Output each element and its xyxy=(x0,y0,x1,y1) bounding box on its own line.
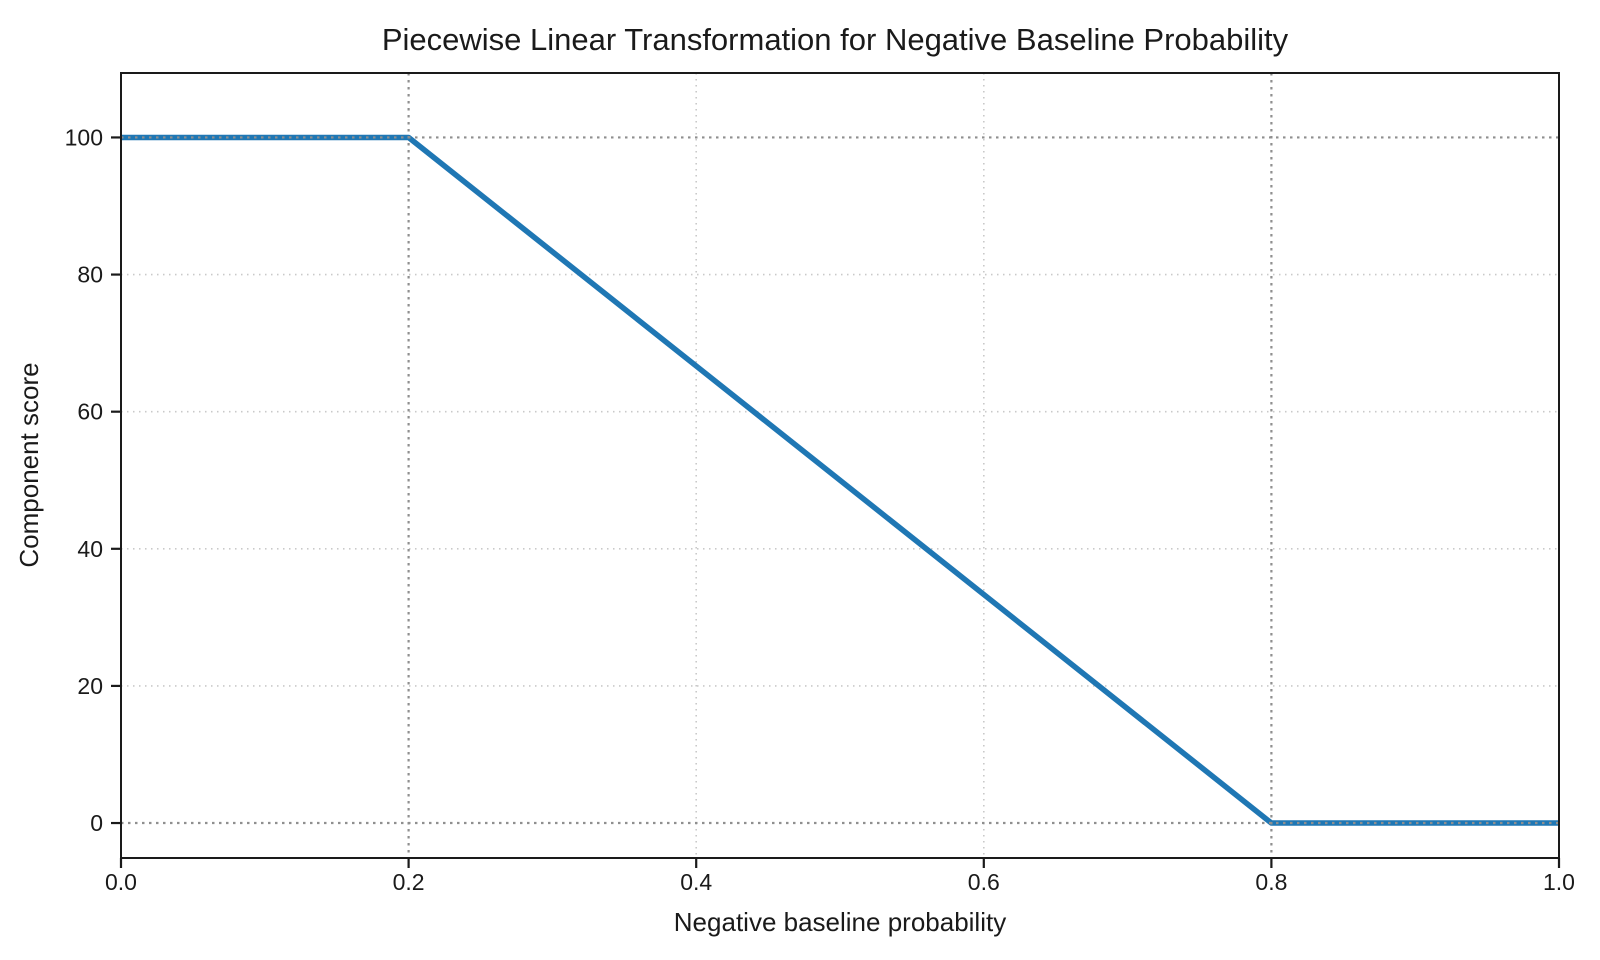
axis-text-layer: Piecewise Linear Transformation for Nega… xyxy=(14,22,1289,937)
chart-title: Piecewise Linear Transformation for Nega… xyxy=(382,22,1289,57)
data-line xyxy=(121,134,1559,826)
x-axis-label: Negative baseline probability xyxy=(674,907,1006,937)
x-tick-label: 0.0 xyxy=(105,869,137,895)
y-tick-label: 60 xyxy=(77,399,103,425)
y-axis-label: Component score xyxy=(14,362,44,567)
x-tick-label: 0.8 xyxy=(1255,869,1287,895)
ticks-layer: 0.0 0.2 0.4 0.6 0.8 1.0 0 20 40 60 80 100 xyxy=(65,124,1575,895)
y-tick-label: 20 xyxy=(77,673,103,699)
x-tick-label: 0.2 xyxy=(393,869,425,895)
plot-frame xyxy=(120,72,1560,859)
x-tick-label: 0.6 xyxy=(968,869,1000,895)
x-tick-label: 1.0 xyxy=(1543,869,1575,895)
gridlines-layer xyxy=(121,73,1559,858)
x-tick-label: 0.4 xyxy=(680,869,712,895)
y-tick-label: 0 xyxy=(90,810,103,836)
y-tick-label: 100 xyxy=(65,124,103,150)
reference-lines-layer xyxy=(121,73,1559,858)
plot-frame-layer xyxy=(120,72,1560,859)
y-tick-label: 80 xyxy=(77,262,103,288)
y-tick-label: 40 xyxy=(77,536,103,562)
data-line-layer xyxy=(121,134,1559,826)
